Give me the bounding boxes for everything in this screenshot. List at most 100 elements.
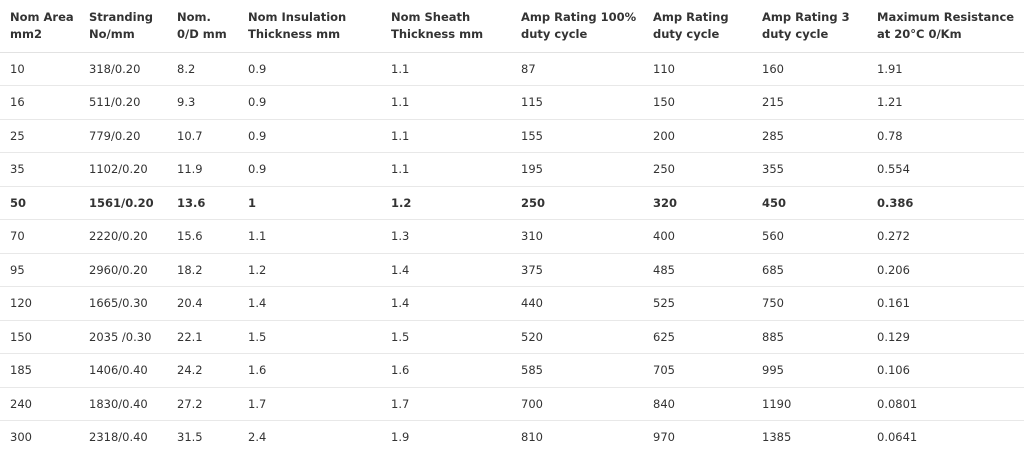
table-cell: 0.9	[238, 85, 381, 120]
table-cell: 625	[643, 320, 752, 354]
header-cell: Amp Rating 100% duty cycle	[511, 0, 643, 53]
table-cell: 520	[511, 320, 643, 354]
header-cell: Amp Rating 3 duty cycle	[752, 0, 867, 53]
table-cell: 700	[511, 387, 643, 421]
table-cell: 885	[752, 320, 867, 354]
table-cell: 155	[511, 119, 643, 153]
table-cell: 485	[643, 253, 752, 287]
header-text: Thickness mm	[391, 26, 484, 41]
table-cell: 1.4	[381, 253, 511, 287]
table-cell: 0.129	[867, 320, 1024, 354]
table-cell: 750	[752, 286, 867, 321]
table-cell: 2960/0.20	[79, 253, 167, 287]
table-cell: 355	[752, 152, 867, 187]
header-text: 0/D mm	[177, 26, 227, 41]
table-cell: 27.2	[167, 387, 238, 421]
header-cell: Amp Rating duty cycle	[643, 0, 752, 53]
table-row: 50 1561/0.20 13.6 1 1.2 250 320 450 0.386	[0, 186, 1024, 220]
table-cell: 150	[643, 85, 752, 120]
table-cell: 779/0.20	[79, 119, 167, 153]
table-cell: 810	[511, 420, 643, 454]
header-cell: Stranding No/mm	[79, 0, 167, 53]
table-cell: 400	[643, 219, 752, 254]
table-cell: 0.78	[867, 119, 1024, 153]
table-cell: 1190	[752, 387, 867, 421]
header-row: Nom Area mm2 Stranding No/mm Nom. 0/D mm Nom I…	[0, 0, 1024, 53]
table-cell: 320	[643, 186, 752, 220]
table-cell: 250	[643, 152, 752, 187]
table-cell: 0.106	[867, 353, 1024, 388]
table-cell: 285	[752, 119, 867, 153]
header-text: Nom Insulation	[248, 9, 347, 24]
table-cell: 1.3	[381, 219, 511, 254]
table-cell: 511/0.20	[79, 85, 167, 120]
table-cell: 1.7	[238, 387, 381, 421]
table-cell: 0.386	[867, 186, 1024, 220]
table-cell: 1665/0.30	[79, 286, 167, 321]
table-cell: 1.1	[381, 52, 511, 86]
table-cell: 450	[752, 186, 867, 220]
table-cell: 1.7	[381, 387, 511, 421]
table-cell: 1406/0.40	[79, 353, 167, 388]
header-cell: Nom Area mm2	[0, 0, 79, 53]
table-cell: 0.161	[867, 286, 1024, 321]
table-cell: 1.1	[381, 85, 511, 120]
table-cell: 215	[752, 85, 867, 120]
header-text: Nom Area	[10, 9, 74, 24]
table-cell: 1.5	[238, 320, 381, 354]
table-cell: 22.1	[167, 320, 238, 354]
table-cell: 95	[0, 253, 79, 287]
table-cell: 1.5	[381, 320, 511, 354]
table-cell: 1.1	[238, 219, 381, 254]
table-cell: 35	[0, 152, 79, 187]
table-cell: 13.6	[167, 186, 238, 220]
table-cell: 1.4	[238, 286, 381, 321]
table-cell: 70	[0, 219, 79, 254]
table-cell: 120	[0, 286, 79, 321]
table-cell: 0.0641	[867, 420, 1024, 454]
table-cell: 8.2	[167, 52, 238, 86]
header-text: Amp Rating	[653, 9, 729, 24]
table-cell: 0.9	[238, 152, 381, 187]
table-cell: 11.9	[167, 152, 238, 187]
table-cell: 1.6	[238, 353, 381, 388]
header-text: No/mm	[89, 26, 135, 41]
table-row: 16 511/0.20 9.3 0.9 1.1 115 150 215 1.21	[0, 85, 1024, 120]
table-cell: 160	[752, 52, 867, 86]
table-cell: 15.6	[167, 219, 238, 254]
table-cell: 1.1	[381, 152, 511, 187]
header-cell: Nom Insulation Thickness mm	[238, 0, 381, 53]
table-cell: 2318/0.40	[79, 420, 167, 454]
header-text: Nom Sheath	[391, 9, 471, 24]
header-cell: Maximum Resistance at 20°C 0/Km	[867, 0, 1024, 53]
table-cell: 0.272	[867, 219, 1024, 254]
table-cell: 1830/0.40	[79, 387, 167, 421]
table-cell: 685	[752, 253, 867, 287]
header-text: duty cycle	[762, 26, 829, 41]
table-cell: 110	[643, 52, 752, 86]
header-text: mm2	[10, 26, 42, 41]
table-cell: 18.2	[167, 253, 238, 287]
table-cell: 0.9	[238, 119, 381, 153]
header-text: Amp Rating 100%	[521, 9, 637, 24]
table-cell: 1.9	[381, 420, 511, 454]
header-cell: Nom Sheath Thickness mm	[381, 0, 511, 53]
table-row: 120 1665/0.30 20.4 1.4 1.4 440 525 750 0.161	[0, 286, 1024, 321]
header-cell: Nom. 0/D mm	[167, 0, 238, 53]
table-cell: 25	[0, 119, 79, 153]
table-row: 70 2220/0.20 15.6 1.1 1.3 310 400 560 0.272	[0, 219, 1024, 254]
table-row: 35 1102/0.20 11.9 0.9 1.1 195 250 355 0.554	[0, 152, 1024, 187]
table-cell: 1.1	[381, 119, 511, 153]
table-cell: 375	[511, 253, 643, 287]
header-text: Stranding	[89, 9, 153, 24]
table-cell: 115	[511, 85, 643, 120]
table-cell: 440	[511, 286, 643, 321]
table-cell: 0.554	[867, 152, 1024, 187]
table-cell: 1561/0.20	[79, 186, 167, 220]
table-cell: 560	[752, 219, 867, 254]
table-cell: 995	[752, 353, 867, 388]
table-row: 185 1406/0.40 24.2 1.6 1.6 585 705 995 0.106	[0, 353, 1024, 388]
table-cell: 0.9	[238, 52, 381, 86]
